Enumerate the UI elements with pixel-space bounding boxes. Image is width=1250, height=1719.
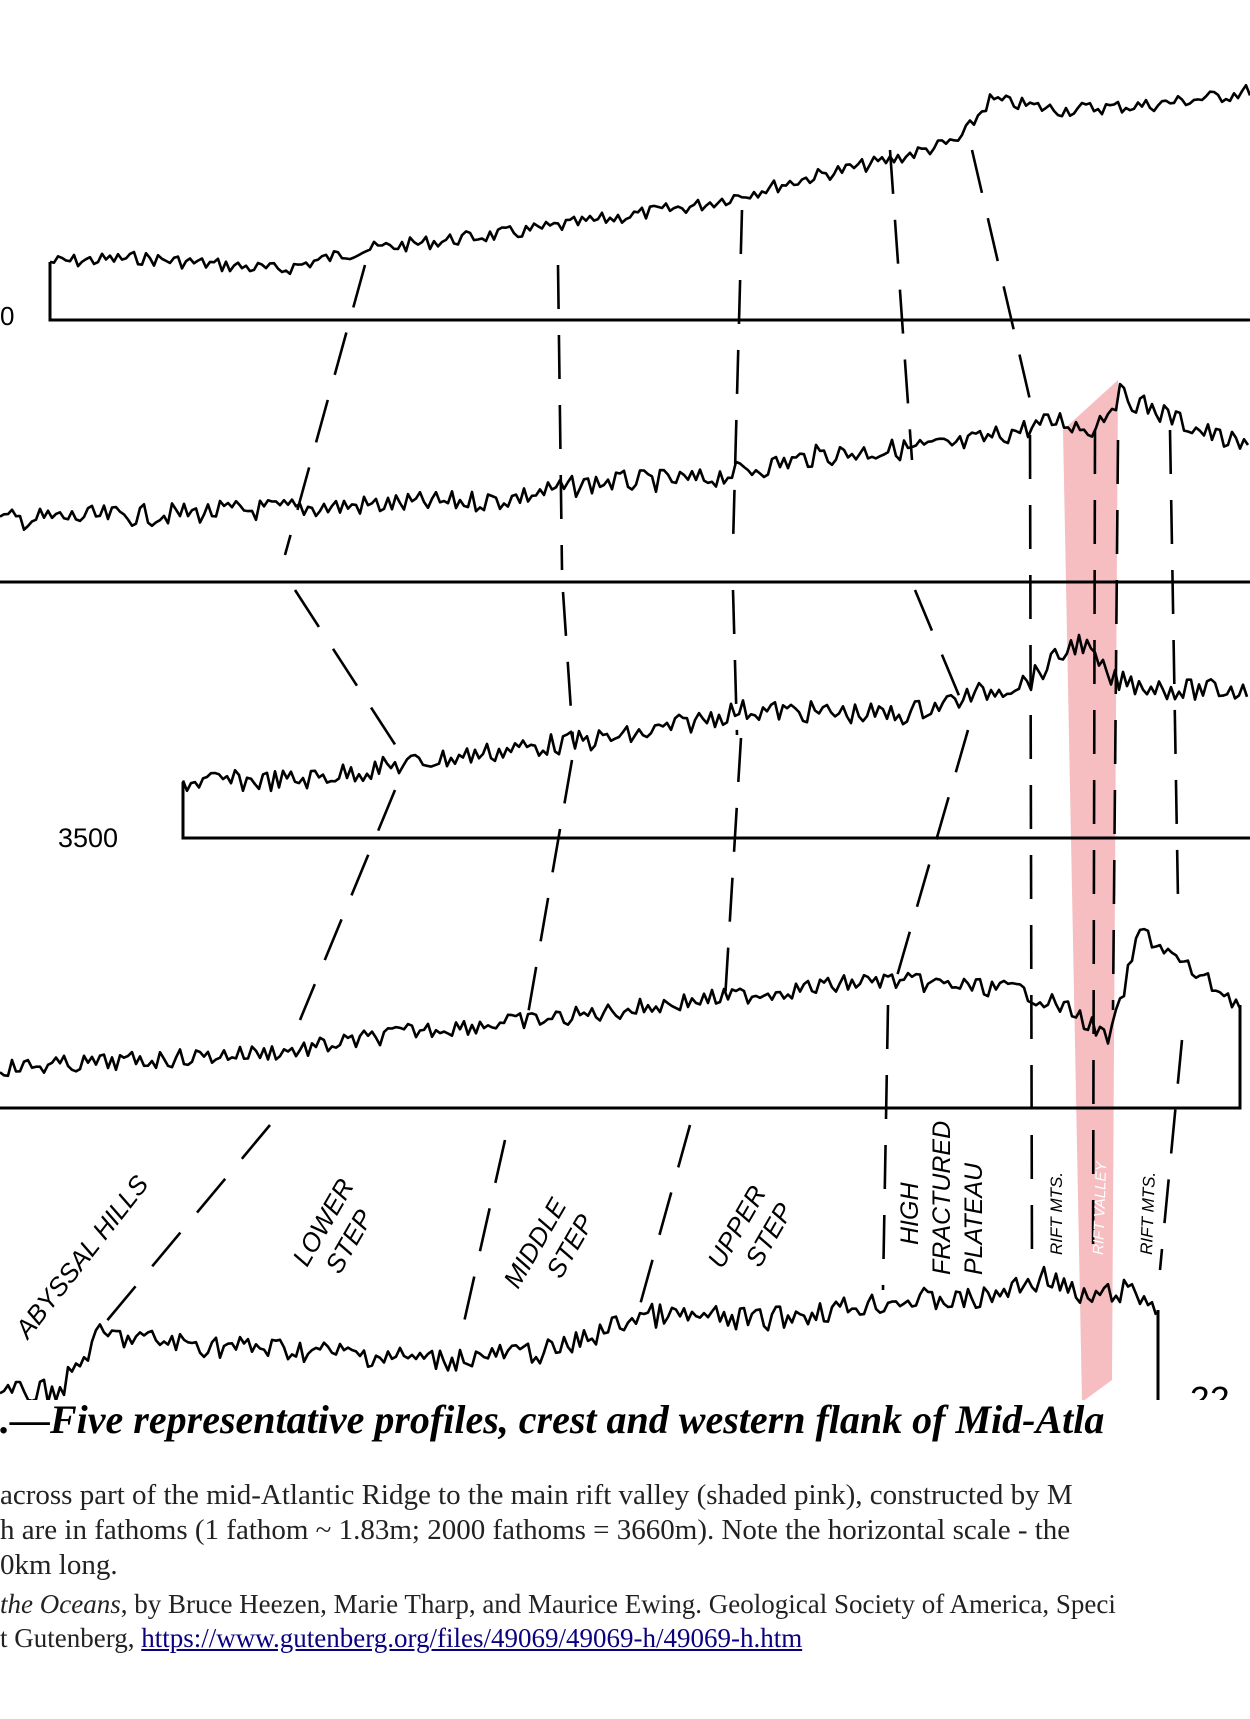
depth-label-top: 0 [0, 301, 14, 331]
profile-3-frame [181, 782, 1250, 840]
profile-4-frame [0, 1005, 1242, 1110]
profile-5-frame [0, 1310, 1160, 1412]
dash-middle-2 [731, 589, 739, 736]
source-rest: , by Bruce Heezen, Marie Tharp, and Maur… [120, 1589, 1116, 1619]
dash-upper-2 [913, 589, 967, 711]
profile-diagram: 0 3500 22 ABYSSAL HILLS LOWER STEP MIDDL… [0, 83, 1250, 1420]
label-abyssal-hills: ABYSSAL HILLS [8, 1169, 155, 1345]
dash-lower-3 [525, 759, 574, 1021]
dash-upper-3 [891, 729, 970, 991]
depth-label-mid: 3500 [58, 823, 118, 853]
label-high-plateau-3: PLATEAU [960, 1162, 988, 1275]
caption-line-2: h are in fathoms (1 fathom ~ 1.83m; 2000… [0, 1514, 1071, 1546]
profile-2-line [0, 382, 1250, 532]
source-line: the Oceans, by Bruce Heezen, Marie Tharp… [0, 1589, 1250, 1620]
profile-1-frame [48, 262, 1250, 322]
dash-riftmts-3 [1158, 1039, 1184, 1271]
dash-middle-4 [638, 1124, 692, 1306]
caption-line-3: 0km long. [0, 1549, 118, 1581]
label-rift-mts-right: RIFT MTS. [1137, 1171, 1159, 1255]
profile-4-line [0, 927, 1242, 1078]
profile-1-line [49, 83, 1250, 276]
dash-plateau-1 [970, 149, 1032, 401]
dash-upper-4 [881, 1004, 890, 1291]
dash-lower-4 [458, 1139, 507, 1341]
label-high-plateau-1: HIGH [896, 1182, 924, 1245]
dash-abyssal-3 [298, 789, 397, 1021]
dash-middle-3 [723, 737, 743, 1001]
dash-riftmts-1 [1111, 439, 1120, 1011]
link-line: t Gutenberg, https://www.gutenberg.org/f… [0, 1623, 1250, 1654]
caption-line-1: across part of the mid-Atlantic Ridge to… [0, 1479, 1073, 1511]
label-high-plateau-2: FRACTURED [928, 1121, 956, 1275]
link-prefix: t Gutenberg, [0, 1623, 142, 1653]
source-title: the Oceans [0, 1589, 121, 1619]
dash-lower-2 [561, 591, 575, 741]
figure-title: .—Five representative profiles, crest an… [0, 1397, 1105, 1442]
profile-3-line [181, 633, 1249, 793]
dash-abyssal-2 [293, 589, 407, 761]
depth-profiles [0, 83, 1250, 1404]
dash-upper-1 [888, 149, 914, 461]
correlation-lines [94, 149, 1184, 1341]
profile-5-line [0, 1265, 1158, 1404]
label-rift-valley: RIFT VALLEY [1090, 1160, 1110, 1255]
dash-riftmts-2 [1168, 429, 1180, 901]
label-rift-mts-left: RIFT MTS. [1047, 1172, 1066, 1255]
dash-abyssal-4 [94, 1124, 271, 1336]
dash-abyssal-1 [283, 264, 367, 556]
dash-valley-1 [1091, 429, 1097, 1271]
dash-lower-1 [556, 264, 564, 571]
gutenberg-link[interactable]: https://www.gutenberg.org/files/49069/49… [141, 1623, 803, 1653]
dash-middle-1 [731, 209, 744, 546]
dash-plateau-2 [1028, 434, 1034, 1271]
rift-valley-shading [1063, 380, 1118, 1402]
